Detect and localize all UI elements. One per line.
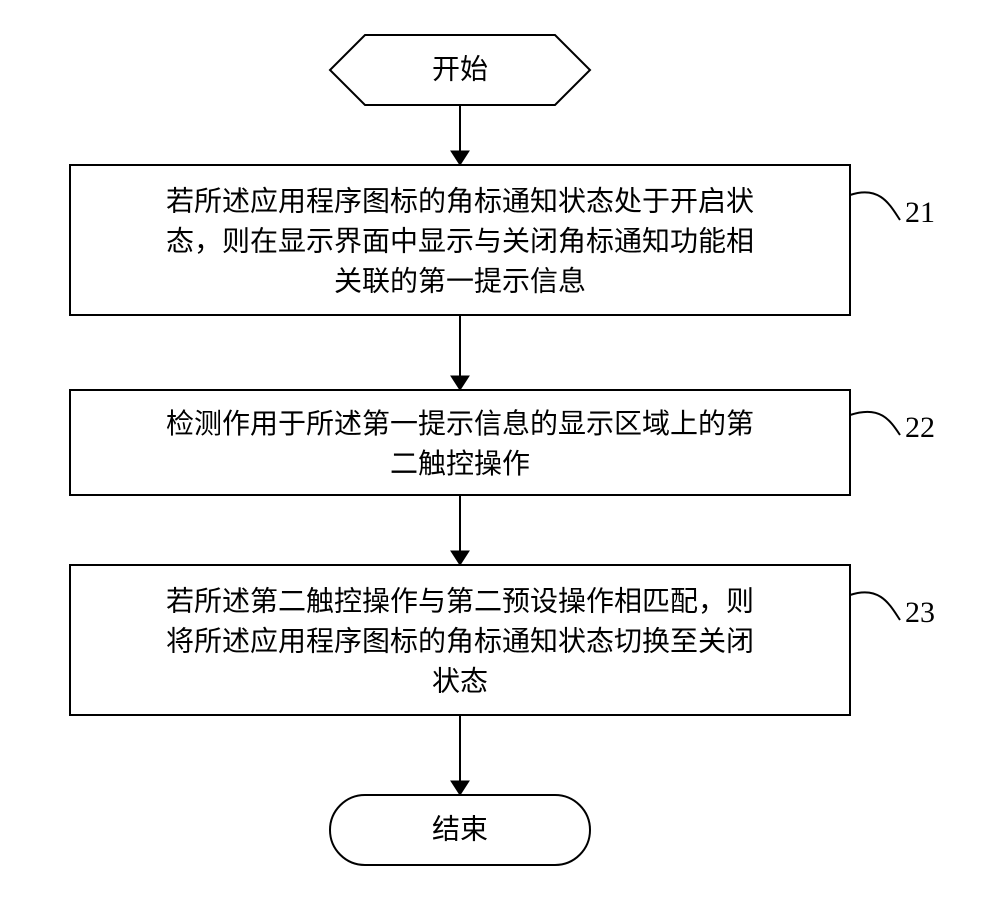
end-label: 结束 xyxy=(432,813,488,845)
step22-line-1: 二触控操作 xyxy=(390,448,530,480)
arrow-1-head xyxy=(451,376,469,390)
step23-line-1: 将所述应用程序图标的角标通知状态切换至关闭 xyxy=(166,625,754,657)
step21-connector xyxy=(850,192,900,220)
step21-line-0: 若所述应用程序图标的角标通知状态处于开启状 xyxy=(166,185,754,217)
step21-line-1: 态，则在显示界面中显示与关闭角标通知功能相 xyxy=(166,225,754,257)
arrow-2-head xyxy=(451,551,469,565)
step21-label: 21 xyxy=(905,196,935,229)
arrow-3-head xyxy=(451,781,469,795)
start-label: 开始 xyxy=(432,53,488,85)
step22-connector xyxy=(850,412,900,435)
step23-connector xyxy=(850,592,900,620)
step21-line-2: 关联的第一提示信息 xyxy=(334,265,586,297)
step22-line-0: 检测作用于所述第一提示信息的显示区域上的第 xyxy=(166,408,754,440)
step23-label: 23 xyxy=(905,596,935,629)
step22-label: 22 xyxy=(905,411,935,444)
step23-line-0: 若所述第二触控操作与第二预设操作相匹配，则 xyxy=(166,585,754,617)
step23-line-2: 状态 xyxy=(432,665,488,697)
arrow-0-head xyxy=(451,151,469,165)
